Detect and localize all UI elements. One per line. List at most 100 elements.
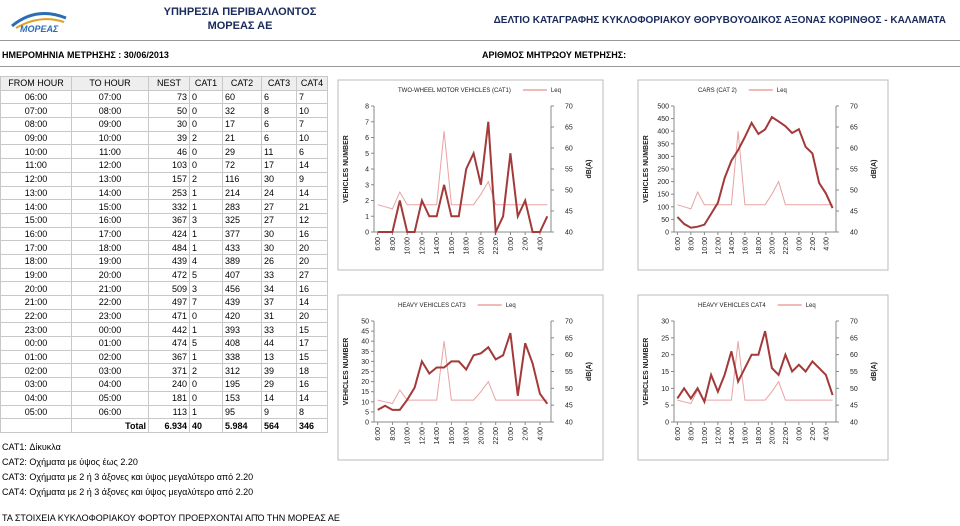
y2-tick-label: 60 bbox=[850, 146, 858, 153]
y-tick-label: 0 bbox=[665, 420, 669, 427]
y-tick-label: 100 bbox=[657, 204, 669, 211]
x-tick-label: 22:00 bbox=[783, 427, 790, 445]
y-tick-label: 4 bbox=[365, 167, 369, 174]
y-tick-label: 20 bbox=[361, 379, 369, 386]
y2-axis-label: dB(A) bbox=[871, 362, 878, 381]
total-cell: 346 bbox=[296, 418, 328, 433]
y-axis-label: VEHICLES NUMBER bbox=[643, 338, 650, 406]
y-tick-label: 15 bbox=[661, 369, 669, 376]
x-tick-label: 6:00 bbox=[675, 237, 682, 251]
y2-tick-label: 70 bbox=[850, 104, 858, 111]
table-row: 00:00 01:00 474 5 408 44 17 bbox=[0, 336, 328, 351]
y2-axis-label: dB(A) bbox=[871, 159, 878, 178]
x-tick-label: 18:00 bbox=[756, 237, 763, 255]
y-tick-label: 10 bbox=[361, 399, 369, 406]
x-tick-label: 8:00 bbox=[688, 427, 695, 441]
y-tick-label: 35 bbox=[361, 349, 369, 356]
x-tick-label: 22:00 bbox=[783, 237, 790, 255]
y-axis-label: VEHICLES NUMBER bbox=[343, 338, 350, 406]
y2-axis-label: dB(A) bbox=[586, 362, 593, 381]
x-tick-label: 0:00 bbox=[796, 237, 803, 251]
y2-tick-label: 50 bbox=[565, 188, 573, 195]
x-tick-label: 8:00 bbox=[390, 237, 397, 251]
series-line bbox=[377, 121, 549, 236]
chart-frame bbox=[337, 79, 604, 271]
x-tick-label: 12:00 bbox=[715, 427, 722, 445]
y-tick-label: 5 bbox=[365, 151, 369, 158]
x-tick-label: 6:00 bbox=[375, 427, 382, 441]
y2-tick-label: 70 bbox=[565, 319, 573, 326]
traffic-table: FROM HOUR TO HOUR NEST CAT1 CAT2 CAT3 CAT4 06:0… bbox=[0, 76, 328, 433]
x-tick-label: 10:00 bbox=[702, 237, 709, 255]
y-tick-label: 25 bbox=[661, 335, 669, 342]
x-tick-label: 22:00 bbox=[493, 237, 500, 255]
table-cell: 27 bbox=[296, 267, 328, 283]
x-tick-label: 2:00 bbox=[523, 427, 530, 441]
y2-tick-label: 65 bbox=[565, 125, 573, 132]
y2-tick-label: 60 bbox=[850, 352, 858, 359]
y2-tick-label: 65 bbox=[565, 335, 573, 342]
y2-tick-label: 40 bbox=[565, 420, 573, 427]
y2-tick-label: 70 bbox=[565, 104, 573, 111]
y-tick-label: 50 bbox=[361, 319, 369, 326]
y-tick-label: 5 bbox=[365, 409, 369, 416]
table-row: 06:00 07:00 73 0 60 6 7 bbox=[0, 89, 328, 105]
y-tick-label: 350 bbox=[657, 141, 669, 148]
table-row: 21:00 22:00 497 7 439 37 14 bbox=[0, 295, 328, 310]
y-tick-label: 450 bbox=[657, 116, 669, 123]
total-cell: 40 bbox=[189, 418, 223, 433]
report-title: ΔΕΛΤΙΟ ΚΑΤΑΓΡΑΦΗΣ ΚΥΚΛΟΦΟΡΙΑΚΟΥ ΘΟΡΥΒΟΥΟ… bbox=[493, 15, 946, 26]
x-tick-label: 6:00 bbox=[375, 237, 382, 251]
y-tick-label: 8 bbox=[365, 104, 369, 111]
x-tick-label: 20:00 bbox=[769, 427, 776, 445]
info-row: ΗΜΕΡΟΜΗΝΙΑ ΜΕΤΡΗΣΗΣ : 30/06/2013 ΑΡΙΘΜΟΣ… bbox=[0, 44, 960, 67]
series-line bbox=[676, 330, 834, 405]
x-tick-label: 18:00 bbox=[756, 427, 763, 445]
x-tick-label: 6:00 bbox=[675, 427, 682, 441]
x-tick-label: 22:00 bbox=[493, 427, 500, 445]
y2-tick-label: 45 bbox=[850, 403, 858, 410]
table-row: 07:00 08:00 50 0 32 8 10 bbox=[0, 103, 328, 119]
table-header-row: FROM HOUR TO HOUR NEST CAT1 CAT2 CAT3 CAT4 bbox=[0, 76, 328, 91]
y-tick-label: 30 bbox=[661, 319, 669, 326]
column-header: CAT4 bbox=[296, 76, 328, 91]
y2-tick-label: 55 bbox=[850, 167, 858, 174]
y-tick-label: 10 bbox=[661, 386, 669, 393]
note: CAT2: Οχήματα με ύψος έως 2.20 bbox=[2, 457, 138, 467]
x-tick-label: 2:00 bbox=[810, 427, 817, 441]
column-header: CAT2 bbox=[222, 76, 262, 91]
x-tick-label: 20:00 bbox=[769, 237, 776, 255]
y-tick-label: 15 bbox=[361, 389, 369, 396]
x-tick-label: 12:00 bbox=[715, 237, 722, 255]
logo-mark bbox=[11, 12, 67, 29]
footer: ΤΑ ΣΤΟΙΧΕΙΑ ΚΥΚΛΟΦΟΡΙΑΚΟΥ ΦΟΡΤΟΥ ΠΡΟΕΡΧΟ… bbox=[2, 513, 340, 523]
table-row: 18:00 19:00 439 4 389 26 20 bbox=[0, 253, 328, 269]
x-tick-label: 18:00 bbox=[464, 427, 471, 445]
y2-tick-label: 40 bbox=[850, 420, 858, 427]
table-row: 14:00 15:00 332 1 283 27 21 bbox=[0, 199, 328, 214]
y-tick-label: 7 bbox=[365, 119, 369, 126]
column-header: NEST bbox=[148, 76, 190, 91]
y-tick-label: 30 bbox=[361, 359, 369, 366]
x-tick-label: 2:00 bbox=[810, 237, 817, 251]
legend-label: Leq bbox=[806, 303, 816, 309]
series-line bbox=[377, 332, 549, 411]
y2-tick-label: 45 bbox=[565, 403, 573, 410]
chart-frame bbox=[637, 79, 889, 271]
y-tick-label: 5 bbox=[665, 403, 669, 410]
y-tick-label: 0 bbox=[365, 420, 369, 427]
y2-tick-label: 40 bbox=[850, 230, 858, 237]
y-tick-label: 25 bbox=[361, 369, 369, 376]
date-label: ΗΜΕΡΟΜΗΝΙΑ ΜΕΤΡΗΣΗΣ : 30/06/2013 bbox=[2, 50, 169, 60]
legend-label: Leq bbox=[551, 88, 561, 94]
y-tick-label: 45 bbox=[361, 329, 369, 336]
chart-frame bbox=[637, 294, 889, 461]
y2-tick-label: 50 bbox=[565, 386, 573, 393]
y-tick-label: 6 bbox=[365, 135, 369, 142]
y2-tick-label: 55 bbox=[565, 167, 573, 174]
y-tick-label: 3 bbox=[365, 182, 369, 189]
series-line bbox=[377, 131, 548, 210]
x-tick-label: 10:00 bbox=[405, 427, 412, 445]
